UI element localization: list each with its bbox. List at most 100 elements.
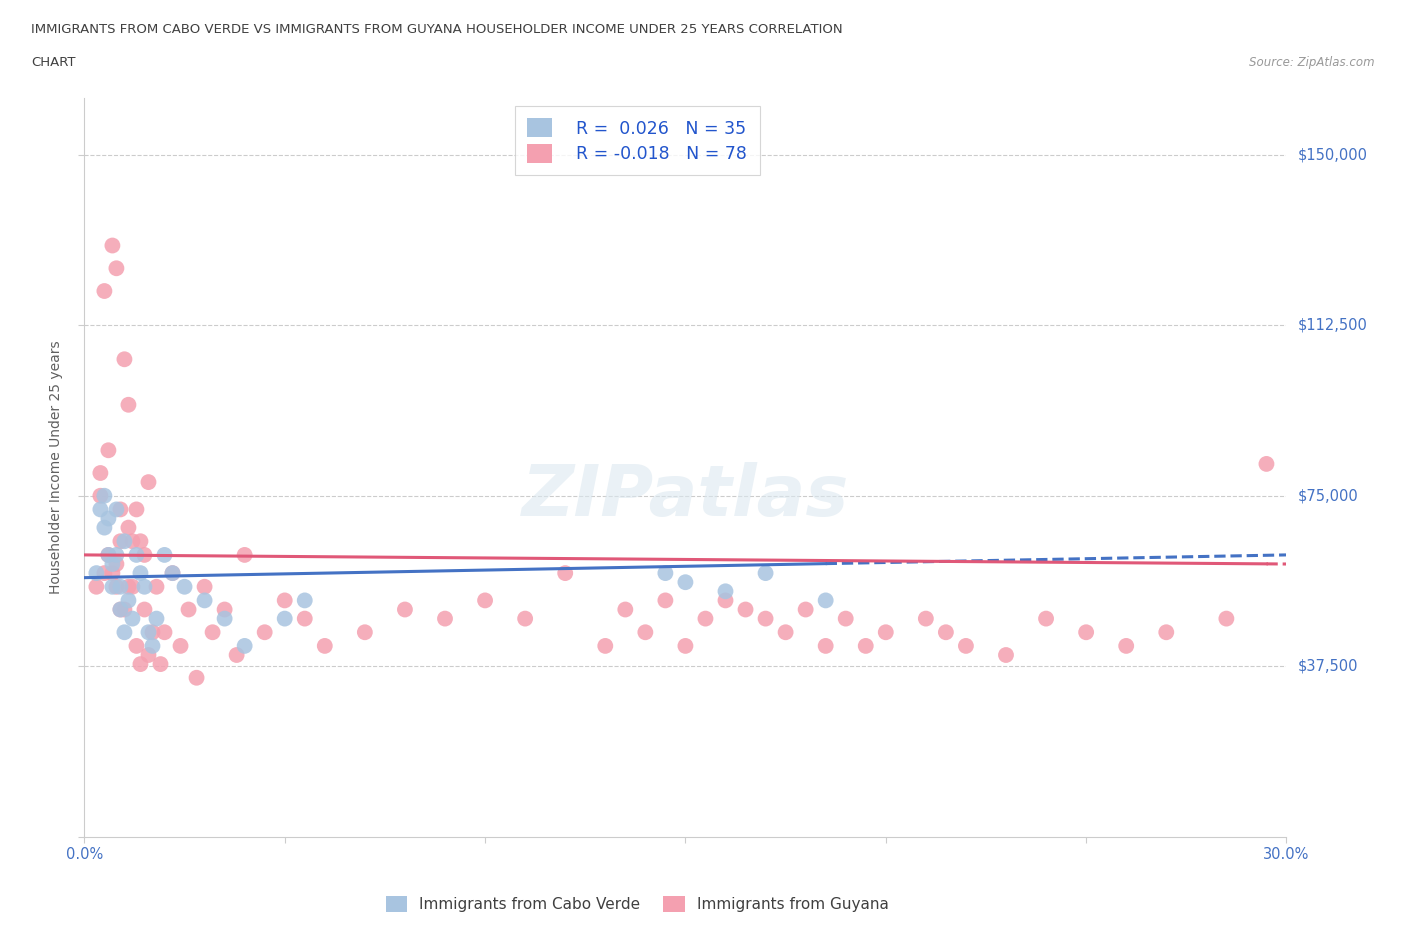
Point (105, 548, 128, 563)
Point (129, 534, 152, 549)
Point (775, 625, 797, 640)
Point (93, 520, 115, 535)
Point (89, 466, 111, 481)
Point (955, 639, 977, 654)
Point (125, 639, 148, 654)
Point (875, 625, 897, 640)
Point (110, 602, 132, 617)
Point (89, 488, 111, 503)
Point (110, 502, 132, 517)
Text: IMMIGRANTS FROM CABO VERDE VS IMMIGRANTS FROM GUYANA HOUSEHOLDER INCOME UNDER 25: IMMIGRANTS FROM CABO VERDE VS IMMIGRANTS… (31, 23, 842, 36)
Point (138, 625, 160, 640)
Point (105, 502, 128, 517)
Point (149, 657, 172, 671)
Point (110, 534, 132, 549)
Point (177, 602, 200, 617)
Text: $112,500: $112,500 (1298, 318, 1368, 333)
Point (253, 625, 276, 640)
Point (105, 556, 128, 571)
Point (93, 488, 115, 503)
Point (162, 565, 184, 580)
Point (114, 625, 135, 640)
Point (1256, 457, 1278, 472)
Point (169, 639, 191, 654)
Point (734, 602, 756, 617)
Point (93, 284, 115, 299)
Point (194, 579, 217, 594)
Point (225, 647, 247, 662)
Point (89, 502, 111, 517)
Point (153, 548, 176, 563)
Point (1156, 625, 1178, 640)
Point (714, 584, 737, 599)
Point (145, 611, 167, 626)
Point (105, 579, 128, 594)
Point (97, 512, 120, 526)
Point (695, 611, 717, 626)
Point (274, 593, 297, 608)
Point (995, 647, 1018, 662)
Point (1076, 625, 1098, 640)
Point (117, 397, 139, 412)
Point (86, 565, 108, 580)
Point (145, 579, 167, 594)
Point (141, 639, 163, 654)
Point (233, 548, 256, 563)
Point (675, 575, 697, 590)
Point (634, 625, 657, 640)
Point (935, 625, 957, 640)
Text: ZIPatlas: ZIPatlas (522, 462, 849, 531)
Point (214, 611, 236, 626)
Point (186, 671, 208, 685)
Point (97, 548, 120, 563)
Point (121, 611, 143, 626)
Point (121, 579, 143, 594)
Point (354, 625, 377, 640)
Point (129, 657, 152, 671)
Point (141, 625, 163, 640)
Point (105, 260, 128, 275)
Point (675, 639, 697, 654)
Point (474, 593, 496, 608)
Text: Source: ZipAtlas.com: Source: ZipAtlas.com (1250, 56, 1375, 69)
Point (1035, 611, 1057, 626)
Point (125, 502, 148, 517)
Point (86, 579, 108, 594)
Point (654, 565, 676, 580)
Point (162, 565, 184, 580)
Point (814, 639, 837, 654)
Point (110, 579, 132, 594)
Point (101, 238, 124, 253)
Point (314, 639, 336, 654)
Point (129, 565, 152, 580)
Point (515, 611, 537, 626)
Point (101, 556, 124, 571)
Point (194, 593, 217, 608)
Point (1115, 639, 1137, 654)
Point (97, 443, 120, 458)
Point (554, 565, 576, 580)
Point (117, 593, 139, 608)
Point (595, 639, 617, 654)
Point (614, 602, 637, 617)
Text: $37,500: $37,500 (1298, 658, 1358, 674)
Point (173, 579, 195, 594)
Point (294, 611, 316, 626)
Y-axis label: Householder Income Under 25 years: Householder Income Under 25 years (49, 340, 63, 594)
Point (101, 579, 124, 594)
Text: $75,000: $75,000 (1298, 488, 1358, 503)
Point (394, 602, 416, 617)
Point (654, 593, 676, 608)
Point (114, 602, 135, 617)
Point (814, 593, 837, 608)
Point (93, 565, 115, 580)
Point (114, 534, 135, 549)
Text: $150,000: $150,000 (1298, 147, 1368, 162)
Point (101, 565, 124, 580)
Point (835, 611, 858, 626)
Point (110, 602, 132, 617)
Legend: Immigrants from Cabo Verde, Immigrants from Guyana: Immigrants from Cabo Verde, Immigrants f… (380, 890, 896, 918)
Point (117, 520, 139, 535)
Point (755, 611, 778, 626)
Point (214, 602, 236, 617)
